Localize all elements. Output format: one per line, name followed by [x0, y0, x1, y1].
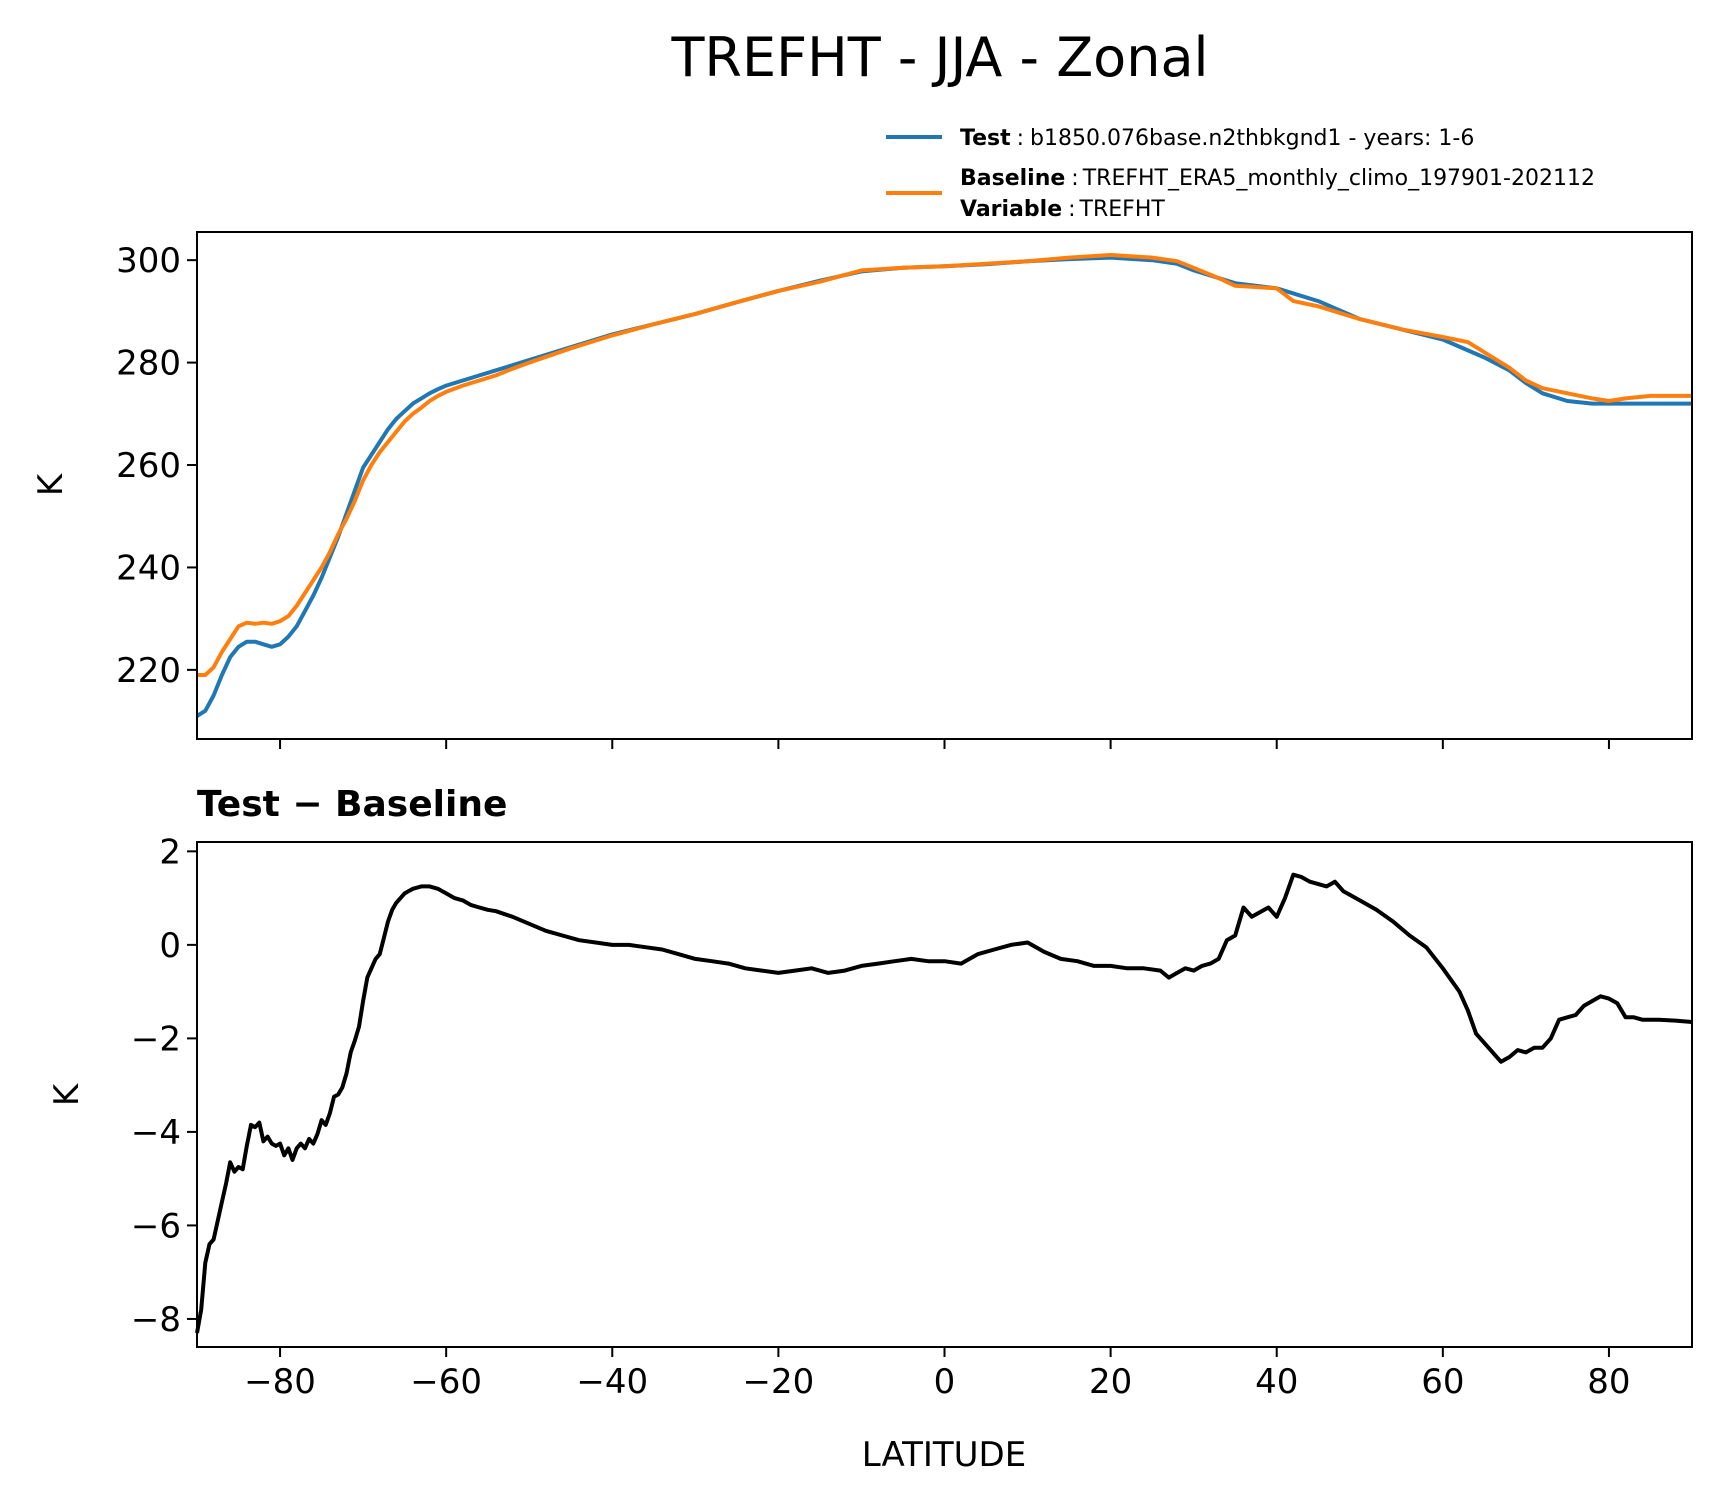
panel-zonal-mean: 220 240 260 280 300 K — [31, 231, 1693, 749]
legend-baseline-sep: : — [1071, 166, 1078, 191]
panel-zonal-mean-ytick-label: 240 — [116, 548, 181, 588]
panel-zonal-mean-xticks — [279, 739, 1610, 749]
panel-difference-xtick-label: 80 — [1587, 1362, 1630, 1402]
legend-test-sep: : — [1017, 126, 1024, 151]
panel-difference-title: Test − Baseline — [197, 784, 507, 825]
legend-test-key: Test — [960, 126, 1011, 151]
panel-difference-xtick-label: −80 — [244, 1362, 316, 1402]
legend-variable-key: Variable — [960, 197, 1062, 222]
legend-test-value: b1850.076base.n2thbkgnd1 - years: 1-6 — [1030, 126, 1474, 151]
legend-test-text: Test: b1850.076base.n2thbkgnd1 - years: 1… — [960, 126, 1474, 151]
legend-variable-text: Variable: TREFHT — [960, 197, 1165, 222]
panel-difference-line-difference — [195, 872, 1693, 1334]
panel-difference-xlabel: LATITUDE — [862, 1435, 1026, 1475]
panel-difference-xtick-label: 0 — [934, 1362, 956, 1402]
legend-baseline-key: Baseline — [960, 166, 1065, 191]
panel-difference-ytick-label: −8 — [131, 1300, 181, 1340]
panel-difference-ytick-label: −2 — [131, 1019, 181, 1059]
panel-zonal-mean-ytick-label: 260 — [116, 446, 181, 486]
panel-zonal-mean-ytick-label: 220 — [116, 651, 181, 691]
panel-difference-ytick-label: 2 — [159, 832, 181, 872]
panel-zonal-mean-ytick-label: 300 — [116, 241, 181, 281]
panel-difference-series — [195, 872, 1693, 1334]
figure-title: TREFHT - JJA - Zonal — [670, 26, 1208, 89]
legend-baseline-text: Baseline: TREFHT_ERA5_monthly_climo_19790… — [960, 166, 1595, 191]
panel-difference-ytick-label: −6 — [131, 1206, 181, 1246]
panel-difference-xticks: −80 −60 −40 −20 0 20 40 60 80 — [244, 1347, 1631, 1402]
panel-difference: Test − Baseline −80 −60 −40 −20 0 20 40 60 80 −8… — [47, 784, 1693, 1475]
panel-difference-xtick-label: 20 — [1089, 1362, 1132, 1402]
legend-variable-value: TREFHT — [1079, 197, 1166, 222]
panel-difference-ytick-label: 0 — [159, 926, 181, 966]
panel-difference-xtick-label: −40 — [576, 1362, 648, 1402]
panel-zonal-mean-yticks: 220 240 260 280 300 — [116, 241, 197, 691]
panel-difference-xtick-label: 60 — [1421, 1362, 1464, 1402]
legend-variable-sep: : — [1068, 197, 1075, 222]
panel-difference-xtick-label: −20 — [743, 1362, 815, 1402]
panel-difference-yticks: −8 −6 −4 −2 0 2 — [131, 832, 197, 1340]
legend: Test: b1850.076base.n2thbkgnd1 - years: 1… — [886, 126, 1595, 222]
legend-baseline-value: TREFHT_ERA5_monthly_climo_197901-202112 — [1082, 166, 1595, 191]
panel-difference-ytick-label: −4 — [131, 1113, 181, 1153]
panel-zonal-mean-line-baseline — [197, 253, 1692, 677]
panel-difference-xtick-label: 40 — [1255, 1362, 1298, 1402]
panel-zonal-mean-series — [195, 253, 1692, 718]
panel-zonal-mean-ytick-label: 280 — [116, 344, 181, 384]
panel-difference-xtick-label: −60 — [410, 1362, 482, 1402]
panel-zonal-mean-ylabel: K — [31, 472, 71, 496]
panel-difference-ylabel: K — [47, 1082, 87, 1106]
